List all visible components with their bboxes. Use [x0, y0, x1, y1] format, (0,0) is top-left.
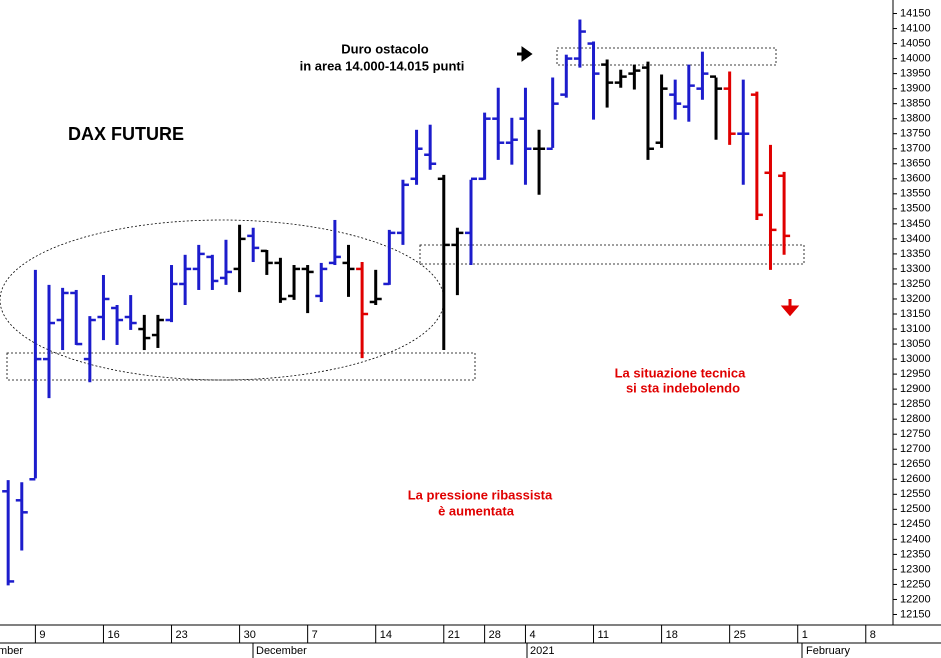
- y-tick-label: 12450: [900, 518, 931, 530]
- arrow-right: [517, 46, 533, 62]
- arrow-down: [780, 299, 800, 317]
- x-tick-label: 11: [598, 629, 609, 641]
- annotation: La situazione tecnica: [615, 365, 747, 380]
- x-tick-label: 4: [529, 629, 535, 641]
- y-tick-label: 12400: [900, 533, 931, 545]
- y-tick-label: 14150: [900, 7, 931, 19]
- y-tick-label: 13000: [900, 353, 931, 365]
- x-tick-label: 8: [870, 629, 876, 641]
- month-separators: [252, 643, 803, 658]
- y-tick-label: 12750: [900, 428, 931, 440]
- y-tick-label: 12800: [900, 413, 931, 425]
- x-tick-label: 16: [107, 629, 119, 641]
- y-tick-label: 13950: [900, 68, 931, 80]
- annotation: in area 14.000-14.015 punti: [300, 58, 465, 73]
- y-tick-label: 12900: [900, 383, 931, 395]
- y-tick-label: 13250: [900, 278, 931, 290]
- month-label: 2021: [530, 645, 554, 657]
- y-tick-label: 12300: [900, 563, 931, 575]
- annotation: La pressione ribassista: [408, 487, 553, 502]
- x-tick-label: 18: [666, 629, 678, 641]
- y-tick-label: 13800: [900, 113, 931, 125]
- x-tick-label: 30: [244, 629, 256, 641]
- y-tick-label: 12250: [900, 578, 931, 590]
- x-tick-label: 21: [448, 629, 460, 641]
- x-tick-label: 9: [39, 629, 45, 641]
- month-label: February: [806, 645, 851, 657]
- y-tick-label: 13900: [900, 83, 931, 95]
- y-tick-label: 12500: [900, 503, 931, 515]
- y-tick-label: 13500: [900, 203, 931, 215]
- x-tick-label: 1: [802, 629, 808, 641]
- y-tick-label: 12350: [900, 548, 931, 560]
- resistance-zone: [556, 47, 777, 66]
- y-tick-label: 13650: [900, 158, 931, 170]
- chart-title: DAX FUTURE: [68, 124, 184, 144]
- y-tick-label: 13200: [900, 293, 931, 305]
- x-tick-label: 25: [734, 629, 746, 641]
- y-tick-label: 13350: [900, 248, 931, 260]
- month-label: mber: [0, 645, 23, 657]
- y-tick-label: 13750: [900, 128, 931, 140]
- y-tick-label: 13300: [900, 263, 931, 275]
- y-tick-label: 12200: [900, 593, 931, 605]
- x-tick-label: 7: [312, 629, 318, 641]
- y-tick-label: 13100: [900, 323, 931, 335]
- y-tick-label: 14000: [900, 53, 931, 65]
- y-tick-label: 13050: [900, 338, 931, 350]
- annotation: Duro ostacolo: [341, 41, 428, 56]
- y-tick-label: 12650: [900, 458, 931, 470]
- x-tick-label: 23: [176, 629, 188, 641]
- y-tick-label: 13150: [900, 308, 931, 320]
- y-tick-label: 13550: [900, 188, 931, 200]
- y-tick-label: 14050: [900, 37, 931, 49]
- y-tick-label: 12150: [900, 608, 931, 620]
- y-tick-label: 12700: [900, 443, 931, 455]
- support-zone: [419, 244, 805, 265]
- y-tick-label: 12550: [900, 488, 931, 500]
- annotation: si sta indebolendo: [626, 380, 740, 395]
- y-tick-label: 12950: [900, 368, 931, 380]
- x-tick-label: 14: [380, 629, 392, 641]
- y-tick-label: 13400: [900, 233, 931, 245]
- y-tick-label: 13600: [900, 173, 931, 185]
- annotation: è aumentata: [438, 503, 515, 518]
- y-tick-label: 12850: [900, 398, 931, 410]
- x-tick-label: 28: [489, 629, 501, 641]
- month-label: December: [256, 645, 307, 657]
- y-tick-label: 14100: [900, 22, 931, 34]
- support-zone: [6, 352, 476, 381]
- y-tick-label: 12600: [900, 473, 931, 485]
- y-tick-label: 13850: [900, 98, 931, 110]
- y-tick-label: 13450: [900, 218, 931, 230]
- y-tick-label: 13700: [900, 143, 931, 155]
